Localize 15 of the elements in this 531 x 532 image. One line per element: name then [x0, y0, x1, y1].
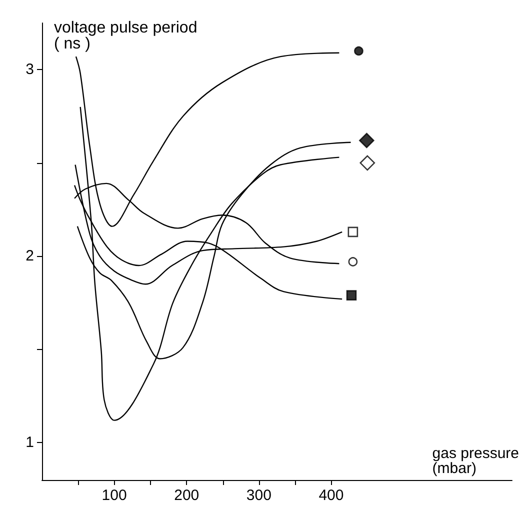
point: [346, 290, 357, 300]
x-axis-title: gas pressure (mbar): [432, 445, 520, 477]
x-tick-label: 400: [318, 487, 344, 504]
y-tick-label: 3: [26, 61, 34, 78]
point: [354, 46, 364, 56]
point: [348, 226, 358, 238]
y-tick-label: 1: [26, 434, 34, 452]
y-axis-title: voltage pulse period ( ns ): [54, 20, 198, 52]
y-tick-label: 2: [26, 248, 34, 265]
x-tick-label: 200: [174, 487, 200, 504]
point: [359, 132, 374, 148]
x-tick-label: 300: [246, 487, 272, 504]
x-tick-label: 100: [102, 487, 127, 504]
point: [348, 257, 358, 266]
point: [360, 155, 376, 171]
